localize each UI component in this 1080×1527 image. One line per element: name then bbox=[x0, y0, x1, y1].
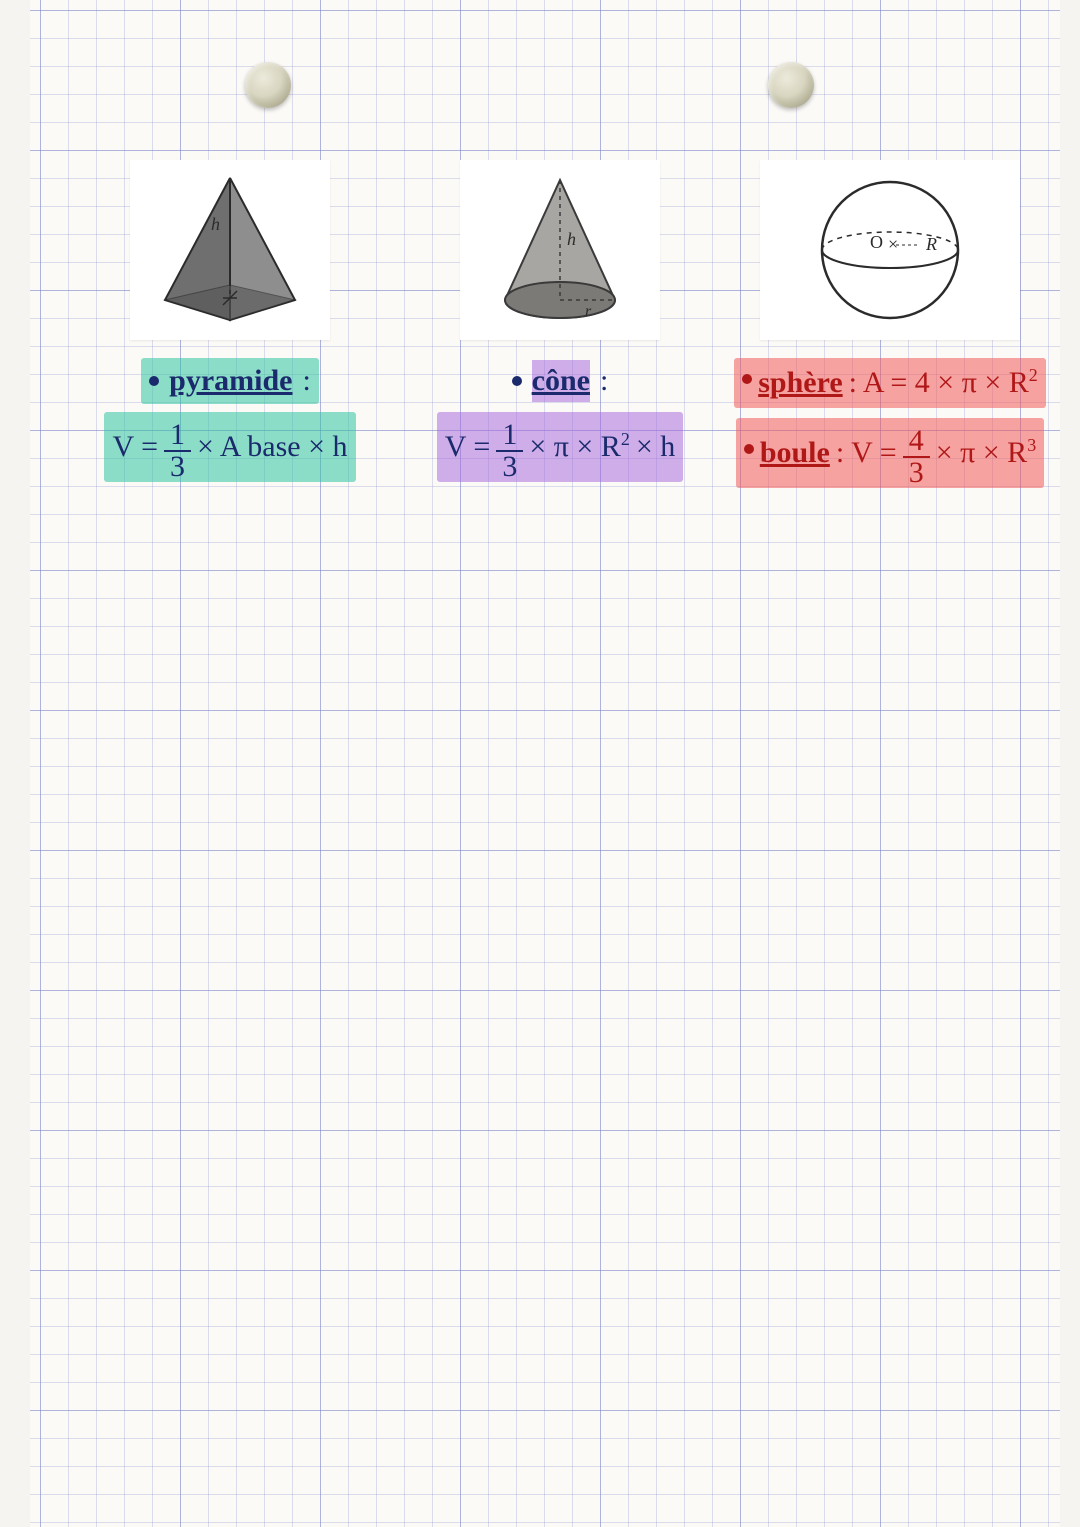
punch-hole bbox=[768, 62, 814, 108]
sphere-icon: O × R bbox=[780, 170, 1000, 330]
graph-paper: h pyramide : V = 1 3 × A base × h bbox=[30, 0, 1060, 1527]
pyramid-h-label: h bbox=[211, 214, 220, 234]
bullet-icon bbox=[742, 374, 752, 384]
bullet-icon bbox=[149, 376, 159, 386]
ball-title: boule bbox=[760, 432, 830, 474]
cone-formula: V = 1 3 × π × R2 × h bbox=[437, 412, 683, 482]
fraction: 1 3 bbox=[496, 420, 523, 482]
pyramid-figure: h bbox=[130, 160, 330, 340]
sphere-column: O × R sphère : A = 4 × π × R2 boule : V … bbox=[730, 160, 1050, 488]
content-columns: h pyramide : V = 1 3 × A base × h bbox=[70, 160, 1050, 488]
punch-hole bbox=[245, 62, 291, 108]
pyramid-formula: V = 1 3 × A base × h bbox=[104, 412, 355, 482]
pyramid-column: h pyramide : V = 1 3 × A base × h bbox=[70, 160, 390, 488]
sphere-formula-row: sphère : A = 4 × π × R2 bbox=[734, 358, 1046, 408]
sphere-x-label: × bbox=[888, 234, 898, 254]
pyramid-title: pyramide bbox=[169, 360, 292, 402]
sphere-o-label: O bbox=[870, 232, 883, 252]
fraction: 1 3 bbox=[164, 420, 191, 482]
cone-h-label: h bbox=[567, 229, 576, 249]
cone-r-label: r bbox=[585, 303, 592, 320]
bullet-icon bbox=[512, 376, 522, 386]
sphere-figure: O × R bbox=[760, 160, 1020, 340]
pyramid-icon: h bbox=[145, 170, 315, 330]
cone-title-row: cône : bbox=[504, 358, 617, 404]
pyramid-title-row: pyramide : bbox=[141, 358, 319, 404]
fraction: 4 3 bbox=[903, 426, 930, 488]
cone-title: cône bbox=[532, 360, 590, 402]
sphere-title: sphère bbox=[758, 362, 842, 404]
cone-column: h r cône : V = 1 3 × π × R2 × h bbox=[400, 160, 720, 488]
cone-icon: h r bbox=[475, 170, 645, 330]
sphere-r-label: R bbox=[925, 234, 937, 254]
cone-figure: h r bbox=[460, 160, 660, 340]
bullet-icon bbox=[744, 444, 754, 454]
ball-formula-row: boule : V = 4 3 × π × R3 bbox=[736, 418, 1044, 488]
